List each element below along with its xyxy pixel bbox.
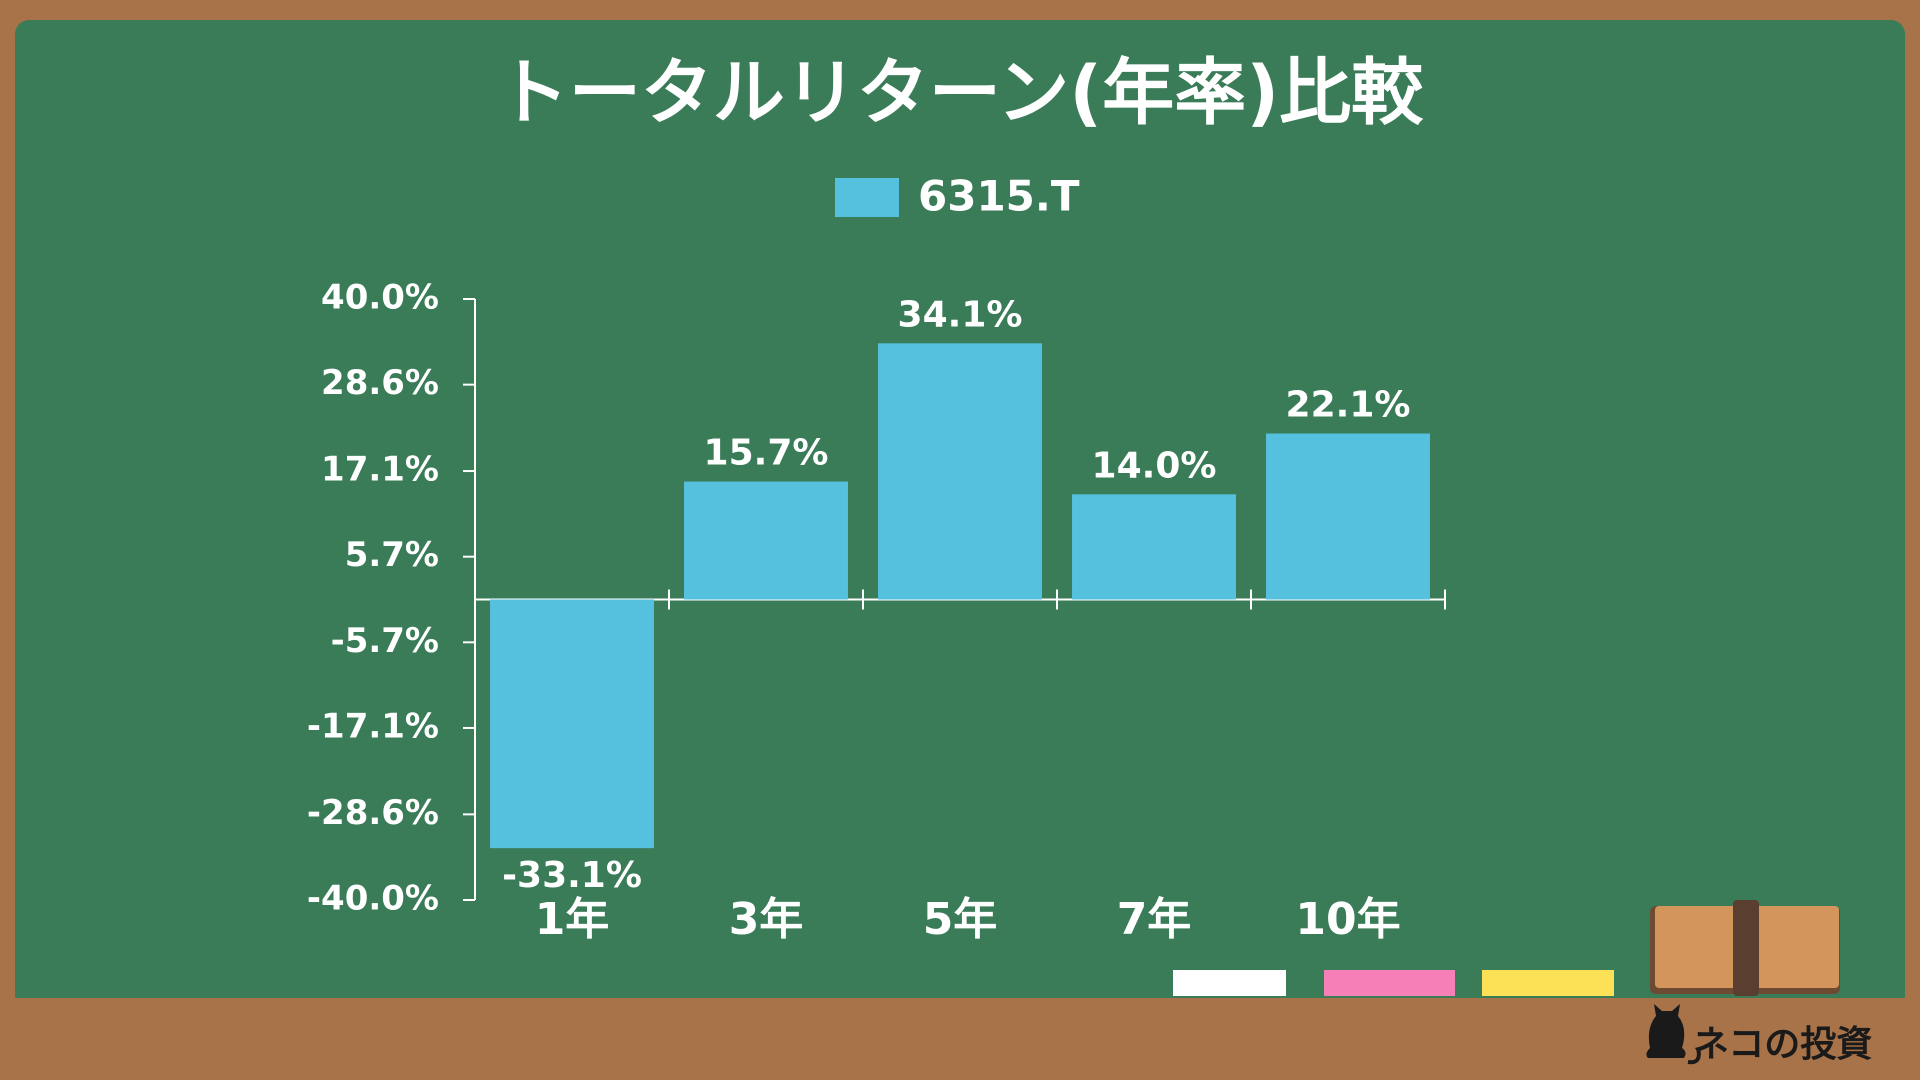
value-label: -33.1%	[502, 855, 642, 896]
y-tick-label: -28.6%	[307, 793, 439, 833]
value-label: 15.7%	[704, 433, 829, 474]
chart-title: トータルリターン(年率)比較	[497, 51, 1424, 135]
y-tick-label: -40.0%	[307, 879, 439, 919]
white-chalk	[1173, 970, 1286, 996]
bar	[490, 599, 654, 849]
pink-chalk	[1324, 970, 1455, 996]
legend-label: 6315.T	[918, 172, 1080, 221]
y-tick-label: 28.6%	[321, 363, 439, 403]
value-label: 14.0%	[1092, 445, 1217, 486]
y-tick-label: 5.7%	[345, 535, 439, 575]
x-tick-label: 3年	[729, 894, 804, 945]
bar	[878, 343, 1042, 600]
y-tick-label: 40.0%	[321, 278, 439, 318]
x-tick-label: 10年	[1295, 894, 1400, 945]
cat-icon	[1646, 1004, 1701, 1065]
y-tick-label: -5.7%	[331, 621, 439, 661]
x-tick-label: 5年	[923, 894, 998, 945]
eraser	[1650, 900, 1840, 996]
bar	[1072, 494, 1236, 600]
x-tick-label: 1年	[535, 894, 610, 945]
y-tick-label: -17.1%	[307, 706, 439, 746]
y-tick-label: 17.1%	[321, 450, 439, 490]
value-label: 34.1%	[898, 294, 1023, 335]
value-label: 22.1%	[1286, 384, 1411, 425]
yellow-chalk	[1482, 970, 1614, 996]
legend-swatch	[835, 178, 899, 217]
chalk-tray	[0, 998, 1920, 1080]
bar	[1266, 433, 1430, 600]
x-tick-label: 7年	[1117, 894, 1192, 945]
brand: ネコの投資	[1693, 1024, 1872, 1065]
bar	[684, 481, 848, 600]
